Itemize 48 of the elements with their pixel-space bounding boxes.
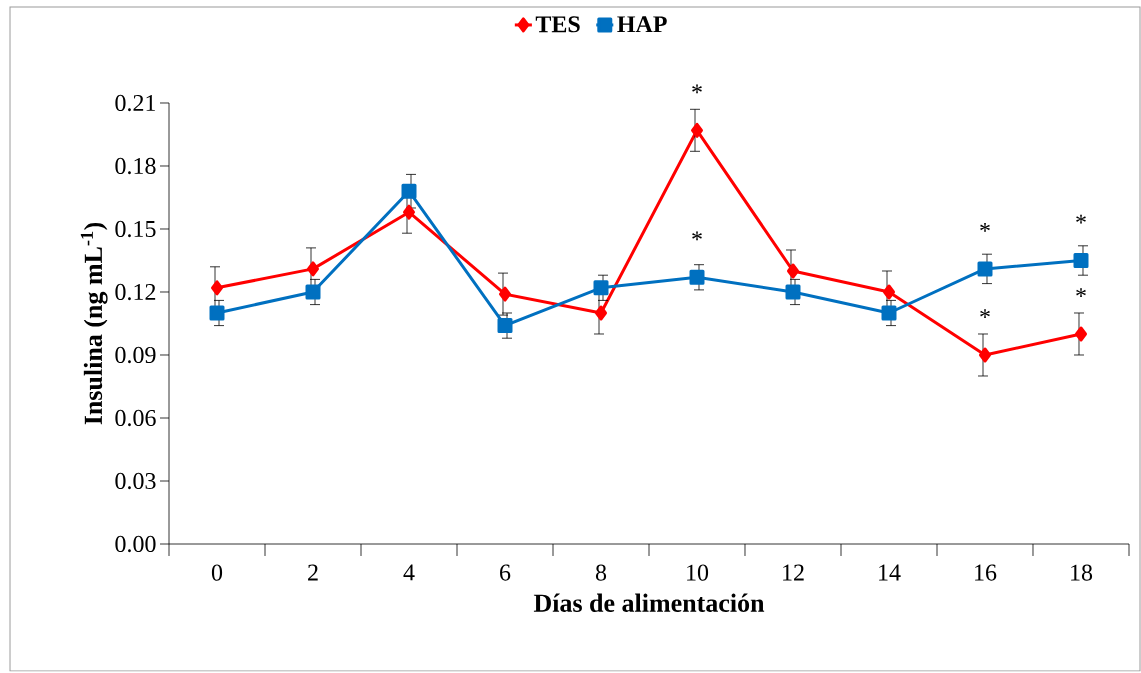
x-tick-label: 4 [403,564,415,581]
point [883,284,895,300]
y-tick-label: 0.06 [115,409,156,427]
point [211,280,223,296]
point [403,204,415,220]
point [977,261,993,277]
point [1075,326,1087,342]
annotation: * [1076,288,1086,297]
x-tick-label: 6 [500,564,511,581]
y-tick-label: 0.03 [115,472,156,490]
annotation: * [1076,214,1086,224]
x-axis-title: Días de alimentación [533,593,765,612]
x-tick-label: 0 [211,564,223,581]
annotation: * [980,223,990,232]
point [785,284,801,300]
legend-label: HAP [617,16,667,33]
point [595,305,607,321]
x-tick-label: 2 [308,564,318,581]
point [499,286,511,302]
x-tick-label: 12 [783,564,804,581]
annotation: * [980,309,990,318]
x-tick-label: 14 [879,564,901,581]
point [593,280,609,296]
point [305,284,321,300]
x-tick-label: 8 [595,564,607,581]
y-tick-label: 0.15 [115,220,156,238]
y-tick-label: 0.12 [115,283,156,301]
y-axis-title: Insulina (ng mL$^{-1}$) [80,222,108,425]
y-tick-label: 0.09 [115,346,156,364]
point [787,263,799,279]
point [307,261,319,277]
point [401,183,417,199]
x-tick-label: 10 [687,564,709,581]
point [1073,253,1089,268]
x-tick-label: 18 [1071,564,1093,581]
y-tick-label: 0.18 [115,157,156,175]
point [689,269,705,285]
point [209,305,225,321]
point [881,305,897,321]
y-tick-label: 0.21 [115,94,156,112]
y-tick-label: 0.00 [115,535,156,553]
annotation: * [692,84,702,94]
point [497,318,513,334]
point [691,122,703,138]
x-tick-label: 16 [975,564,997,581]
legend-label: TES [535,16,580,33]
annotation: * [692,231,702,241]
point [979,347,991,363]
